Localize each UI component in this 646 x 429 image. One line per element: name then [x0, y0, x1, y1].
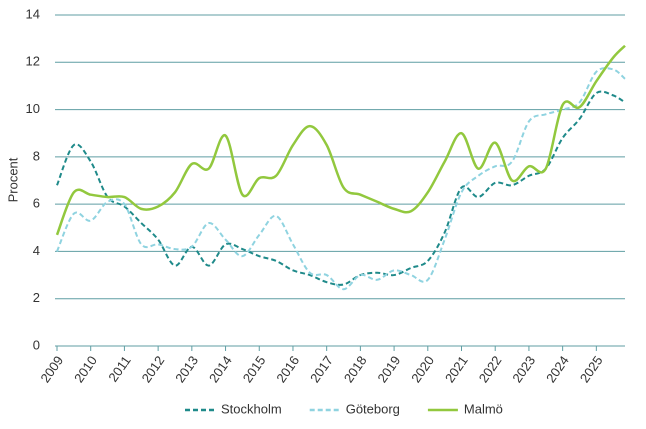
y-tick-label: 10: [26, 101, 40, 116]
y-tick-label: 12: [26, 54, 40, 69]
x-tick-label: 2023: [509, 353, 538, 385]
x-tick-label: 2021: [442, 353, 471, 385]
x-tick-label: 2012: [139, 353, 168, 385]
x-tick-label: 2024: [543, 353, 572, 385]
y-tick-label: 8: [33, 148, 40, 163]
x-tick-label: 2022: [476, 353, 505, 385]
legend-label: Malmö: [464, 401, 503, 416]
y-tick-label: 4: [33, 243, 40, 258]
y-tick-label: 14: [26, 6, 40, 21]
series-line: [56, 90, 626, 286]
x-tick-label: 2018: [341, 353, 370, 385]
series-line: [56, 67, 626, 291]
x-tick-label: 2011: [105, 353, 133, 385]
x-tick-label: 2025: [577, 353, 606, 385]
x-tick-label: 2010: [71, 353, 100, 385]
y-tick-label: 2: [33, 290, 40, 305]
y-tick-label: 0: [33, 337, 40, 352]
x-tick-label: 2019: [374, 353, 403, 385]
x-tick-label: 2020: [408, 353, 437, 385]
x-tick-label: 2013: [172, 353, 201, 385]
y-tick-label: 6: [33, 196, 40, 211]
y-axis-label: Procent: [5, 157, 20, 202]
legend-label: Stockholm: [221, 401, 282, 416]
x-tick-label: 2014: [206, 353, 235, 385]
series-line: [55, 44, 626, 236]
x-tick-label: 2015: [240, 353, 269, 385]
x-tick-label: 2009: [37, 353, 66, 385]
legend-label: Göteborg: [346, 401, 400, 416]
x-tick-label: 2016: [273, 353, 302, 385]
x-tick-label: 2017: [307, 353, 336, 385]
